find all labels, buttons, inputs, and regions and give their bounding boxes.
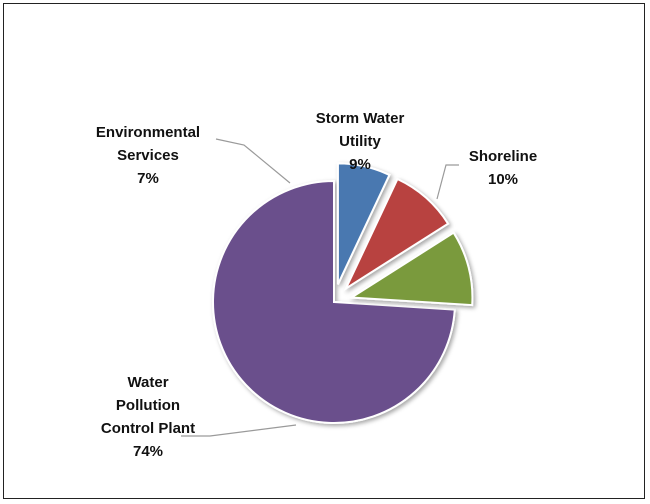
leader-line-environmental-services — [215, 138, 291, 184]
pie-slice-water-pollution-control-plant — [212, 179, 456, 424]
slice-label-storm-water-utility: Storm Water Utility 9% — [316, 110, 405, 173]
leader-line-shoreline — [436, 164, 459, 200]
slice-label-environmental-services: Environmental Services 7% — [96, 124, 200, 187]
slice-label-shoreline: Shoreline 10% — [469, 148, 537, 188]
slice-label-water-pollution-control-plant: Water Pollution Control Plant 74% — [101, 374, 195, 460]
pie-slice-shoreline — [348, 231, 474, 307]
pie-slice-environmental-services — [336, 162, 391, 285]
pie-slice-storm-water-utility — [343, 177, 450, 292]
leader-line-water-pollution-control-plant — [181, 424, 297, 437]
